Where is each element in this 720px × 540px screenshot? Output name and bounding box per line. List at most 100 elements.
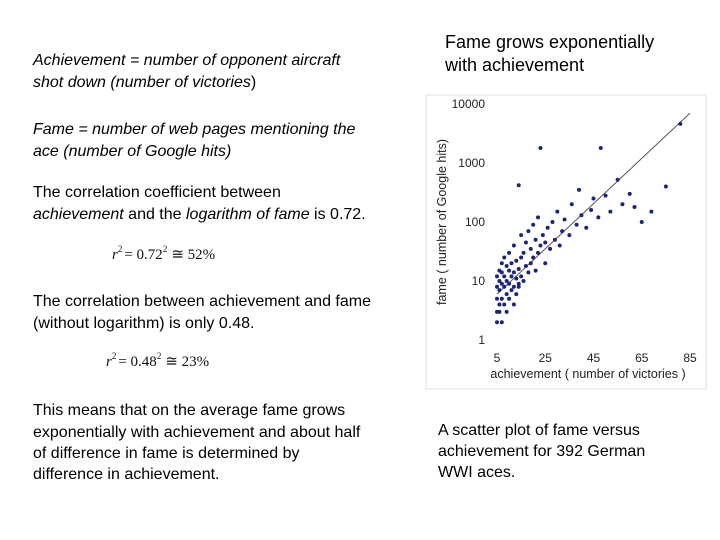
- data-point: [663, 184, 668, 189]
- data-point: [509, 274, 514, 279]
- paragraph-line: Achievement = number of opponent aircraf…: [32, 52, 341, 69]
- paragraph-line: The correlation between achievement and …: [33, 293, 371, 310]
- data-point: [499, 296, 504, 301]
- formula: r2 = 0.482 ≅ 23%: [106, 351, 209, 370]
- data-point: [620, 202, 625, 207]
- y-tick-label: 1: [478, 333, 485, 347]
- paragraph-line: difference in achievement.: [33, 466, 219, 483]
- data-point: [543, 261, 548, 266]
- data-point: [560, 229, 565, 234]
- data-point: [555, 209, 560, 214]
- y-tick-label: 10000: [452, 97, 486, 111]
- chart-title: with achievement: [444, 55, 584, 75]
- data-point: [538, 243, 543, 248]
- text-segment: The correlation between achievement and …: [33, 293, 371, 310]
- formula-eq: = 0.48: [118, 354, 156, 370]
- text-segment: Fame = number of web pages mentioning th…: [33, 121, 356, 138]
- formula-exp: 2: [157, 351, 162, 361]
- data-point: [678, 121, 683, 126]
- data-point: [533, 268, 538, 273]
- data-point: [562, 217, 567, 222]
- paragraph-line: This means that on the average fame grow…: [33, 402, 345, 419]
- data-point: [507, 281, 512, 286]
- data-point: [495, 296, 499, 301]
- data-point: [536, 250, 541, 255]
- text-segment: ace (number of Google hits): [33, 143, 231, 160]
- data-point: [533, 237, 538, 242]
- data-point: [552, 237, 557, 242]
- data-point: [504, 292, 509, 297]
- data-point: [579, 213, 584, 218]
- data-point: [497, 279, 502, 283]
- data-point: [499, 320, 504, 325]
- data-point: [523, 240, 528, 245]
- data-point: [495, 284, 499, 289]
- caption-line: A scatter plot of fame versus: [438, 422, 640, 439]
- data-point: [509, 288, 514, 293]
- data-point: [536, 215, 541, 220]
- data-point: [507, 296, 512, 301]
- data-point: [514, 258, 519, 263]
- data-point: [540, 233, 545, 238]
- formula-exp: 2: [118, 244, 123, 254]
- data-point: [511, 302, 516, 307]
- data-point: [521, 250, 526, 255]
- text-segment: The correlation coefficient between: [33, 184, 281, 201]
- data-point: [507, 250, 512, 255]
- data-point: [649, 209, 654, 214]
- data-point: [497, 302, 502, 307]
- data-point: [567, 233, 572, 238]
- formula-exp: 2: [163, 244, 168, 254]
- data-point: [584, 225, 589, 230]
- data-point: [516, 266, 521, 271]
- data-point: [499, 281, 504, 286]
- x-tick-label: 85: [683, 351, 697, 365]
- text-segment: Achievement = number of opponent aircraf…: [32, 52, 341, 69]
- formula: r2 = 0.722 ≅ 52%: [112, 244, 215, 263]
- data-point: [528, 261, 533, 266]
- data-point: [514, 276, 519, 281]
- data-point: [497, 309, 502, 314]
- data-point: [531, 222, 536, 227]
- formula-var: r: [112, 247, 118, 263]
- data-point: [514, 292, 519, 297]
- paragraph-line: (without logarithm) is only 0.48.: [33, 315, 254, 332]
- data-point: [591, 196, 596, 201]
- data-point: [589, 207, 594, 212]
- paragraph-line: of difference in fame is determined by: [33, 445, 300, 462]
- data-point: [502, 284, 507, 289]
- data-point: [538, 145, 543, 150]
- formula-approx: ≅ 23%: [165, 354, 209, 370]
- text-segment: shot down (number of victories: [33, 74, 251, 91]
- caption-line: achievement for 392 German: [438, 443, 645, 460]
- data-point: [497, 288, 502, 293]
- data-point: [516, 183, 521, 188]
- data-point: [519, 233, 524, 238]
- text-segment: and the: [124, 206, 186, 223]
- x-tick-label: 5: [494, 351, 501, 365]
- formula-approx: ≅ 52%: [171, 247, 215, 263]
- formula-exp: 2: [112, 351, 117, 361]
- y-tick-label: 10: [472, 274, 486, 288]
- text-segment: of difference in fame is determined by: [33, 445, 300, 462]
- data-point: [574, 222, 579, 227]
- data-point: [603, 193, 608, 198]
- text-segment: logarithm of fame: [186, 206, 310, 223]
- data-point: [507, 268, 512, 273]
- y-axis-label: fame ( number of Google hits): [435, 139, 449, 305]
- data-point: [516, 281, 521, 286]
- paragraph-line: The correlation coefficient between: [33, 184, 281, 201]
- formula-var: r: [106, 354, 112, 370]
- data-point: [608, 209, 613, 214]
- data-point: [632, 204, 637, 209]
- data-point: [526, 270, 531, 275]
- data-point: [511, 284, 516, 289]
- chart-frame: [425, 94, 707, 390]
- x-tick-label: 25: [539, 351, 553, 365]
- paragraph-line: achievement and the logarithm of fame is…: [33, 206, 366, 223]
- text-segment: is 0.72.: [310, 206, 366, 223]
- formula-eq: = 0.72: [124, 247, 162, 263]
- data-point: [531, 255, 536, 260]
